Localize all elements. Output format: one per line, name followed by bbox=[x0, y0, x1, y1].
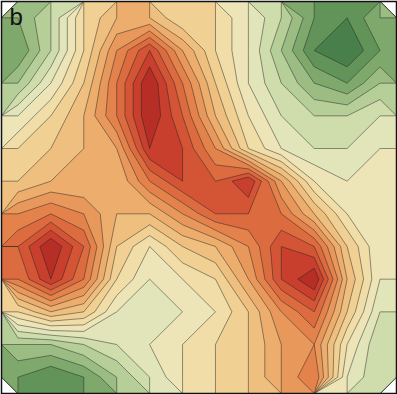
svg-text:b: b bbox=[10, 3, 23, 30]
